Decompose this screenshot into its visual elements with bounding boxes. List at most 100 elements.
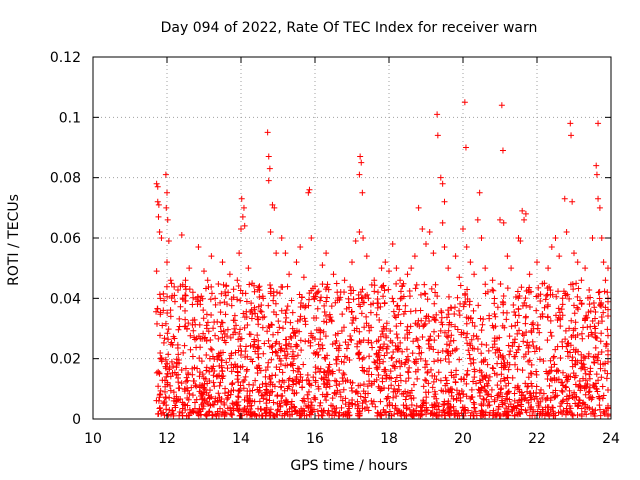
cloud-point <box>215 335 222 342</box>
cloud-point <box>494 335 501 342</box>
cloud-point <box>324 352 331 359</box>
cloud-point <box>202 334 209 341</box>
cloud-point <box>478 327 485 334</box>
cloud-point <box>355 351 362 358</box>
cloud-point <box>323 298 330 305</box>
cloud-point <box>162 365 169 372</box>
x-axis-label: GPS time / hours <box>290 458 407 474</box>
cloud-point <box>266 397 273 404</box>
cloud-point <box>225 289 232 296</box>
cloud-point <box>503 309 510 316</box>
cloud-point <box>214 318 221 325</box>
cloud-point <box>279 284 286 291</box>
cloud-point <box>544 291 551 298</box>
cloud-point <box>167 313 174 320</box>
data-point <box>478 235 485 241</box>
cloud-point <box>523 329 530 336</box>
cloud-point <box>570 327 577 334</box>
cloud-point <box>156 392 163 399</box>
cloud-point <box>342 378 349 385</box>
cloud-point <box>583 411 590 418</box>
cloud-point <box>567 281 574 288</box>
cloud-point <box>436 409 443 416</box>
cloud-point <box>566 392 573 399</box>
cloud-point <box>256 294 263 301</box>
cloud-point <box>600 361 607 368</box>
cloud-point <box>279 325 286 332</box>
cloud-point <box>512 294 519 301</box>
cloud-point <box>283 398 290 405</box>
cloud-point <box>242 373 249 380</box>
cloud-point <box>533 307 540 314</box>
cloud-point <box>228 302 235 309</box>
cloud-point <box>251 341 258 348</box>
cloud-point <box>445 334 452 341</box>
data-point <box>158 235 165 241</box>
cloud-point <box>464 367 471 374</box>
cloud-point <box>491 398 498 405</box>
cloud-point <box>434 399 441 406</box>
cloud-point <box>497 378 504 385</box>
cloud-point <box>228 381 235 388</box>
cloud-point <box>412 320 419 327</box>
cloud-point <box>405 375 412 382</box>
cloud-point <box>494 360 501 367</box>
cloud-point <box>473 333 480 340</box>
cloud-point <box>388 412 395 419</box>
cloud-point <box>292 343 299 350</box>
cloud-point <box>178 380 185 387</box>
cloud-point <box>276 366 283 373</box>
cloud-point <box>207 402 214 409</box>
cloud-point <box>427 343 434 350</box>
cloud-point <box>238 348 245 355</box>
y-tick-label: 0.02 <box>50 352 81 368</box>
cloud-point <box>234 393 241 400</box>
cloud-point <box>366 365 373 372</box>
cloud-point <box>348 337 355 344</box>
cloud-point <box>324 410 331 417</box>
cloud-point <box>208 283 215 290</box>
cloud-point <box>157 311 164 318</box>
cloud-point <box>553 367 560 374</box>
cloud-point <box>249 358 256 365</box>
cloud-point <box>426 317 433 324</box>
cloud-point <box>205 392 212 399</box>
data-point <box>312 283 318 290</box>
cloud-point <box>387 368 394 375</box>
cloud-point <box>451 304 458 311</box>
cloud-point <box>581 382 588 389</box>
cloud-point <box>176 385 183 392</box>
cloud-point <box>443 341 450 348</box>
grid-lines <box>93 57 611 419</box>
cloud-point <box>513 405 520 412</box>
cloud-point <box>305 296 312 303</box>
cloud-point <box>398 391 405 398</box>
data-point <box>600 259 607 266</box>
cloud-point <box>173 371 180 378</box>
cloud-point <box>181 342 188 349</box>
cloud-point <box>264 363 271 370</box>
cloud-point <box>587 368 594 375</box>
cloud-point <box>231 317 238 324</box>
cloud-point <box>335 353 342 360</box>
cloud-point <box>255 284 262 291</box>
cloud-point <box>196 321 203 328</box>
data-point <box>249 280 256 287</box>
cloud-point <box>341 353 348 360</box>
cloud-point <box>272 348 279 355</box>
cloud-point <box>184 377 191 384</box>
cloud-point <box>437 327 444 334</box>
cloud-point <box>594 388 601 395</box>
cloud-point <box>270 331 277 338</box>
cloud-point <box>605 351 611 358</box>
cloud-point <box>283 336 290 343</box>
data-point <box>178 231 185 238</box>
data-point <box>419 225 426 232</box>
cloud-point <box>384 343 391 350</box>
cloud-point <box>424 296 431 303</box>
cloud-point <box>155 383 162 390</box>
cloud-point <box>490 287 497 294</box>
x-tick-label: 18 <box>380 431 398 447</box>
data-point <box>297 244 304 251</box>
cloud-point <box>402 388 409 395</box>
